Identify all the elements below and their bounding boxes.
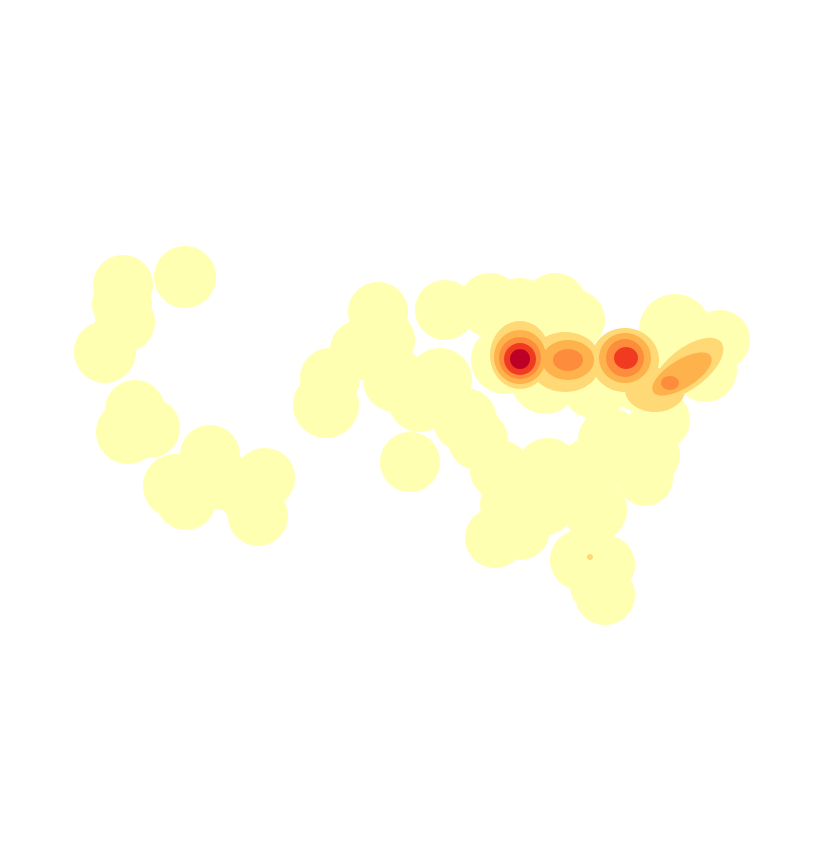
density-level-6 xyxy=(510,349,530,369)
